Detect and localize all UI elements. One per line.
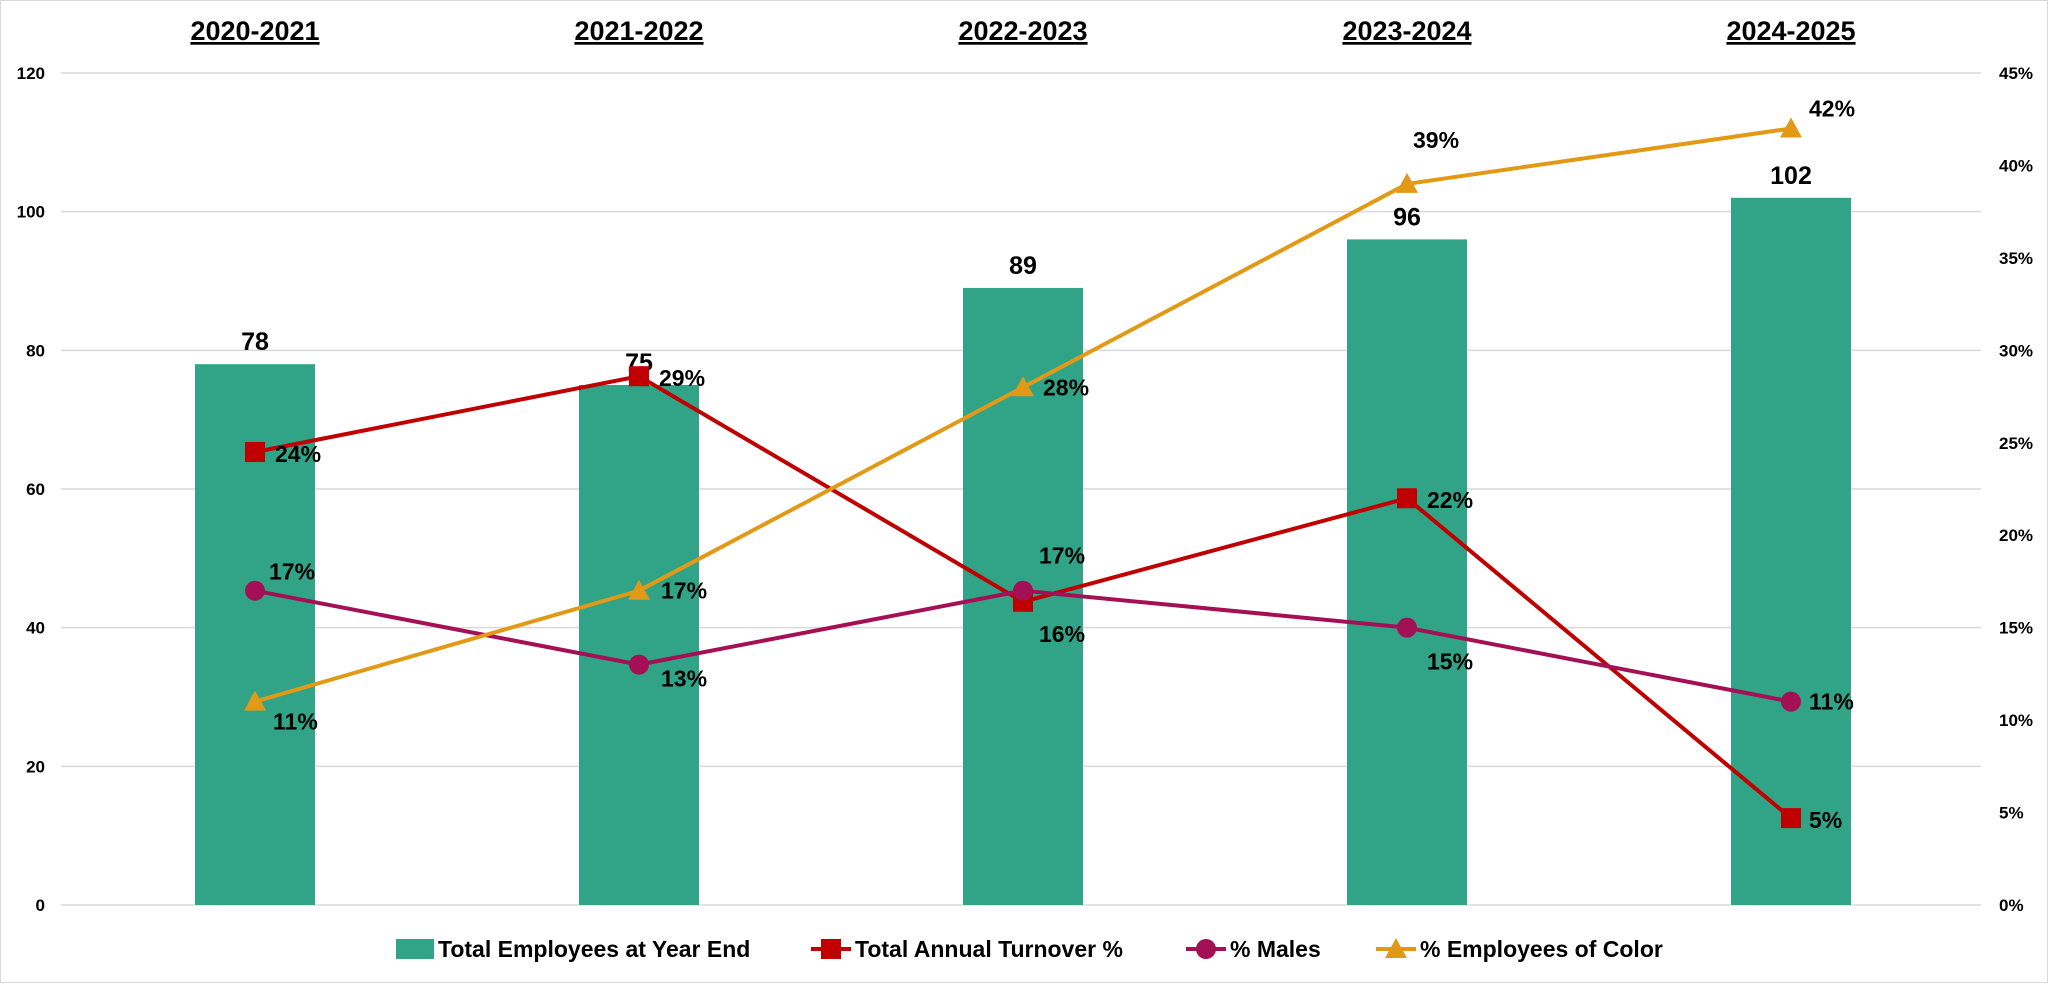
circle-marker: [245, 580, 265, 601]
square-marker: [1397, 488, 1417, 509]
square-marker: [1781, 808, 1801, 829]
point-data-label: 5%: [1809, 807, 1842, 833]
triangle-marker: [244, 690, 266, 711]
bar-data-label: 78: [241, 328, 269, 356]
bar-data-label: 96: [1393, 203, 1421, 231]
triangle-marker: [628, 579, 650, 600]
circle-marker: [629, 654, 649, 675]
y-right-tick-label: 45%: [1999, 64, 2033, 83]
point-data-label: 13%: [661, 666, 707, 692]
category-label: 2023-2024: [1342, 16, 1471, 46]
legend-swatch-bar: [396, 939, 434, 959]
square-marker: [245, 442, 265, 463]
y-right-tick-label: 40%: [1999, 156, 2033, 175]
point-data-label: 17%: [661, 578, 707, 604]
bar-data-label: 89: [1009, 252, 1037, 280]
y-right-tick-label: 35%: [1999, 249, 2033, 268]
triangle-marker: [1385, 938, 1407, 958]
y-right-tick-label: 20%: [1999, 526, 2033, 545]
legend-label: % Employees of Color: [1420, 936, 1663, 962]
triangle-marker: [1012, 376, 1034, 397]
circle-marker: [1781, 691, 1801, 712]
y-right-tick-label: 10%: [1999, 711, 2033, 730]
legend-label: Total Employees at Year End: [438, 936, 750, 962]
triangle-marker: [1780, 117, 1802, 138]
triangle-marker: [1396, 172, 1418, 193]
circle-marker: [1013, 580, 1033, 601]
category-label: 2020-2021: [190, 16, 319, 46]
bar-data-label: 102: [1770, 162, 1812, 190]
point-data-label: 28%: [1043, 374, 1089, 400]
y-left-tick-label: 0: [36, 896, 45, 915]
category-label: 2022-2023: [958, 16, 1087, 46]
y-right-tick-label: 25%: [1999, 434, 2033, 453]
point-data-label: 15%: [1427, 649, 1473, 675]
point-data-label: 11%: [1809, 689, 1854, 715]
square-marker: [821, 939, 841, 959]
square-marker: [629, 366, 649, 387]
bar: [579, 385, 699, 905]
y-left-tick-label: 40: [26, 619, 45, 638]
y-left-tick-label: 20: [26, 757, 45, 776]
circle-marker: [1397, 617, 1417, 638]
y-right-tick-label: 5%: [1999, 804, 2024, 823]
point-data-label: 16%: [1039, 621, 1085, 647]
point-data-label: 39%: [1413, 127, 1459, 153]
point-data-label: 42%: [1809, 95, 1855, 121]
y-left-tick-label: 120: [17, 64, 45, 83]
y-right-tick-label: 15%: [1999, 619, 2033, 638]
category-label: 2021-2022: [574, 16, 703, 46]
y-left-tick-label: 100: [17, 203, 45, 222]
category-label: 2024-2025: [1726, 16, 1855, 46]
circle-marker: [1196, 939, 1216, 959]
y-left-tick-label: 80: [26, 341, 45, 360]
point-data-label: 24%: [275, 441, 321, 467]
point-data-label: 22%: [1427, 487, 1473, 513]
bar: [1731, 197, 1851, 906]
point-data-label: 17%: [1039, 543, 1085, 569]
y-left-tick-label: 60: [26, 480, 45, 499]
y-right-tick-label: 0%: [1999, 896, 2024, 915]
legend-label: Total Annual Turnover %: [855, 936, 1123, 962]
legend-label: % Males: [1230, 936, 1321, 962]
y-right-tick-label: 30%: [1999, 341, 2033, 360]
bar: [1347, 239, 1467, 905]
point-data-label: 17%: [269, 559, 315, 585]
point-data-label: 11%: [273, 709, 318, 735]
point-data-label: 29%: [659, 365, 705, 391]
